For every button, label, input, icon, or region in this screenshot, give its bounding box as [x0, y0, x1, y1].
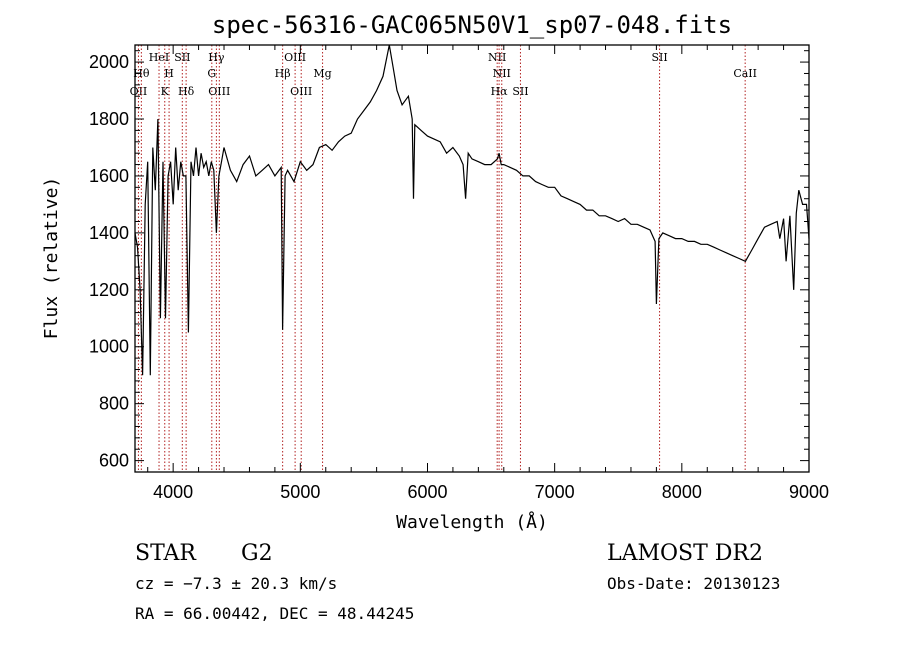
line-marker-label: Hθ [133, 67, 150, 80]
x-axis-label: Wavelength (Å) [396, 511, 548, 533]
object-subclass: G2 [241, 541, 273, 566]
x-tick-label: 9000 [789, 482, 829, 502]
y-tick-label: 2000 [89, 52, 129, 72]
coordinates-text: RA = 66.00442, DEC = 48.44245 [135, 604, 414, 623]
line-marker-label: G [207, 67, 216, 80]
line-marker-label: K [161, 85, 170, 98]
y-axis-label: Flux (relative) [41, 177, 62, 340]
y-tick-label: 1400 [89, 223, 129, 243]
line-marker-label: CaII [733, 67, 757, 80]
line-marker-label: HeI [149, 51, 169, 64]
y-tick-label: 1000 [89, 337, 129, 357]
line-marker-label: Mg [313, 67, 331, 80]
y-tick-label: 600 [99, 451, 129, 471]
survey-label: LAMOST DR2 [607, 541, 763, 566]
line-markers: OIIHθHeIKHSIIHδGHγOIIIHβOIIIOIIIMgNIIHαN… [130, 45, 757, 472]
y-axis: 600 800 1000 1200 1400 1600 1800 2000 [89, 50, 809, 471]
line-marker-label: OIII [208, 85, 230, 98]
spectrum-line [134, 44, 810, 376]
line-marker-label: SII [174, 51, 190, 64]
obs-date-text: Obs-Date: 20130123 [607, 574, 780, 593]
x-tick-label: 7000 [535, 482, 575, 502]
y-tick-label: 1800 [89, 109, 129, 129]
line-marker-label: NII [488, 51, 506, 64]
x-tick-label: 4000 [153, 482, 193, 502]
line-marker-label: Hβ [275, 67, 291, 80]
line-marker-label: Hγ [208, 51, 225, 64]
y-tick-label: 1200 [89, 280, 129, 300]
x-axis: 4000 5000 6000 7000 8000 9000 [147, 45, 829, 502]
x-tick-label: 5000 [280, 482, 320, 502]
line-marker-label: Hδ [178, 85, 195, 98]
line-marker-label: OIII [290, 85, 312, 98]
line-marker-label: SII [512, 85, 528, 98]
redshift-text: cz = −7.3 ± 20.3 km/s [135, 574, 337, 593]
object-class: STAR [135, 541, 197, 566]
line-marker-label: H [164, 67, 174, 80]
chart-title: spec-56316-GAC065N50V1_sp07-048.fits [212, 11, 732, 39]
line-marker-label: NII [493, 67, 511, 80]
plot-frame [134, 44, 810, 473]
x-tick-label: 6000 [407, 482, 447, 502]
line-marker-label: OIII [284, 51, 306, 64]
line-marker-label: SII [651, 51, 667, 64]
y-tick-label: 1600 [89, 166, 129, 186]
y-tick-label: 800 [99, 394, 129, 414]
line-marker-label: OII [130, 85, 148, 98]
x-tick-label: 8000 [662, 482, 702, 502]
line-marker-label: Hα [491, 85, 509, 98]
